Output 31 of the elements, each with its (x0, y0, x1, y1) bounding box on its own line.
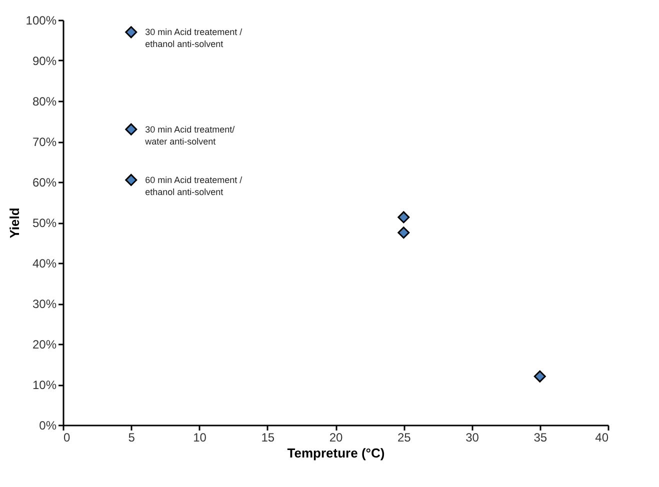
x-tick-label: 35 (534, 430, 548, 444)
annotation: 60 min Acid treatement / ethanol anti-solvent (145, 174, 243, 197)
x-tick-label: 25 (397, 430, 412, 444)
y-tick-label: 90% (32, 54, 57, 68)
point (398, 211, 410, 224)
y-tick-label: 0% (39, 418, 57, 432)
annotation: 30 min Acid treatment/ water anti-solvent (144, 124, 236, 146)
y-tick-label: 70% (32, 135, 57, 149)
point (125, 174, 138, 186)
y-tick-label: 20% (32, 338, 57, 352)
x-axis-title: Tempreture (°C) (287, 446, 385, 460)
x-tick-label: 10 (193, 430, 207, 444)
point (398, 226, 410, 239)
y-tick-label: 40% (32, 256, 57, 270)
y-tick-label: 50% (32, 216, 57, 230)
y-axis-title: Yield (6, 208, 22, 238)
y-tick-label: 30% (32, 297, 57, 311)
x-tick-label: 0 (64, 430, 70, 444)
y-tick-label: 100% (26, 14, 57, 28)
annotation: 30 min Acid treatement / ethanol anti-solvent (145, 27, 243, 50)
y-tick-label: 60% (32, 176, 57, 190)
x-tick-label: 20 (329, 430, 343, 444)
x-tick-label: 5 (128, 430, 136, 444)
point (534, 370, 546, 382)
x-tick-label: 40 (595, 430, 609, 444)
y-tick-label: 10% (32, 378, 57, 392)
x-tick-label: 15 (261, 430, 275, 444)
point (125, 123, 138, 136)
x-tick-label: 30 (466, 430, 480, 444)
y-tick-label: 80% (32, 94, 57, 108)
point (125, 26, 138, 38)
